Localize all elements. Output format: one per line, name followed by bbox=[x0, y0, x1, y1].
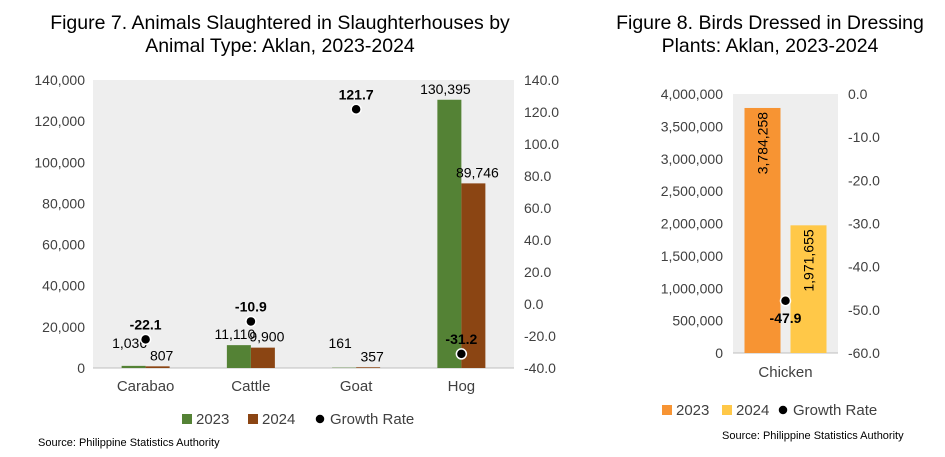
y-tick-label: 1,500,000 bbox=[661, 248, 723, 264]
y2-tick-label: -20.0 bbox=[524, 328, 556, 344]
y-tick-label: 0 bbox=[715, 345, 723, 361]
y2-tick-label: -30.0 bbox=[848, 216, 880, 232]
data-label-2023: 161 bbox=[328, 335, 352, 351]
y-tick-label: 140,000 bbox=[34, 72, 85, 88]
legend-label-2024: 2024 bbox=[736, 402, 769, 419]
data-label-2023: 3,784,258 bbox=[755, 112, 771, 174]
y2-tick-label: 140.0 bbox=[524, 72, 559, 88]
figure7-title: Figure 7. Animals Slaughtered in Slaught… bbox=[50, 12, 510, 57]
growth-rate-label: -47.9 bbox=[770, 310, 802, 326]
y2-tick-label: 40.0 bbox=[524, 232, 551, 248]
y-tick-label: 40,000 bbox=[42, 278, 85, 294]
y2-tick-label: 0.0 bbox=[524, 296, 544, 312]
bar-2024 bbox=[790, 225, 827, 353]
growth-rate-marker bbox=[139, 333, 152, 346]
x-category-label: Chicken bbox=[758, 364, 812, 381]
y2-tick-label: -40.0 bbox=[524, 360, 556, 376]
bar-2023 bbox=[121, 365, 146, 368]
y2-tick-label: 0.0 bbox=[848, 86, 868, 102]
y-tick-label: 60,000 bbox=[42, 237, 85, 253]
x-category-label: Hog bbox=[448, 378, 476, 395]
legend-label-growth-rate: Growth Rate bbox=[330, 411, 414, 428]
y-tick-label: 2,000,000 bbox=[661, 216, 723, 232]
data-label-2024: 357 bbox=[360, 348, 384, 364]
bar-2023 bbox=[437, 99, 462, 369]
growth-rate-label: 121.7 bbox=[339, 86, 374, 102]
data-label-2023: 11,110 bbox=[215, 326, 256, 342]
y-tick-label: 120,000 bbox=[34, 113, 85, 129]
bar-2024 bbox=[250, 347, 275, 368]
bar-2023 bbox=[744, 107, 781, 353]
y2-tick-label: -20.0 bbox=[848, 172, 880, 188]
y-tick-label: 80,000 bbox=[42, 195, 85, 211]
bar-2024 bbox=[145, 366, 170, 368]
data-label-2024: 89,746 bbox=[456, 164, 499, 180]
y-tick-label: 2,500,000 bbox=[661, 183, 723, 199]
data-label-2023: 130,395 bbox=[420, 81, 471, 97]
y2-tick-label: -60.0 bbox=[848, 345, 880, 361]
y2-tick-label: 100.0 bbox=[524, 136, 559, 152]
figure8-source: Source: Philippine Statistics Authority bbox=[722, 430, 904, 442]
legend-label-growth-rate: Growth Rate bbox=[793, 402, 877, 419]
growth-rate-label: -10.9 bbox=[235, 298, 267, 314]
legend-swatch-2024 bbox=[248, 414, 258, 424]
growth-rate-marker bbox=[779, 295, 792, 307]
bar-2024 bbox=[356, 367, 381, 368]
legend-swatch-2023 bbox=[662, 405, 672, 415]
data-label-2023: 1,036 bbox=[112, 335, 147, 351]
legend-swatch-2023 bbox=[182, 414, 192, 424]
legend-label-2023: 2023 bbox=[196, 411, 229, 428]
bar-2024 bbox=[461, 183, 486, 368]
y2-tick-label: 80.0 bbox=[524, 168, 551, 184]
growth-rate-marker bbox=[455, 348, 468, 360]
y2-tick-label: 60.0 bbox=[524, 200, 551, 216]
legend-swatch-2024 bbox=[722, 405, 732, 415]
y-tick-label: 3,000,000 bbox=[661, 151, 723, 167]
y-tick-label: 100,000 bbox=[34, 154, 85, 170]
growth-rate-marker bbox=[245, 315, 257, 328]
figure8-title: Figure 8. Birds Dressed in Dressing Plan… bbox=[616, 12, 924, 57]
legend-marker-growth-rate bbox=[777, 404, 789, 416]
data-label-2024: 9,900 bbox=[249, 329, 284, 345]
y2-tick-label: -40.0 bbox=[848, 259, 880, 275]
bar-2023 bbox=[226, 345, 251, 368]
x-category-label: Cattle bbox=[231, 378, 270, 395]
growth-rate-label: -22.1 bbox=[130, 316, 162, 332]
y-tick-label: 500,000 bbox=[672, 313, 723, 329]
y2-tick-label: 120.0 bbox=[524, 104, 559, 120]
y2-tick-label: -10.0 bbox=[848, 129, 880, 145]
y-tick-label: 3,500,000 bbox=[661, 118, 723, 134]
data-label-2024: 1,971,655 bbox=[801, 229, 817, 291]
x-category-label: Goat bbox=[340, 378, 373, 395]
figure7-source: Source: Philippine Statistics Authority bbox=[38, 437, 220, 449]
y2-tick-label: -50.0 bbox=[848, 302, 880, 318]
y2-tick-label: 20.0 bbox=[524, 264, 551, 280]
legend-label-2024: 2024 bbox=[262, 411, 295, 428]
legend-marker-growth-rate bbox=[314, 413, 326, 425]
y-tick-label: 4,000,000 bbox=[661, 86, 723, 102]
growth-rate-label: -31.2 bbox=[445, 331, 477, 347]
x-category-label: Carabao bbox=[117, 378, 175, 395]
data-label-2024: 807 bbox=[150, 347, 174, 363]
y-tick-label: 1,000,000 bbox=[661, 280, 723, 296]
legend-label-2023: 2023 bbox=[676, 402, 709, 419]
y-tick-label: 0 bbox=[77, 360, 85, 376]
y-tick-label: 20,000 bbox=[42, 319, 85, 335]
growth-rate-marker bbox=[350, 103, 362, 116]
